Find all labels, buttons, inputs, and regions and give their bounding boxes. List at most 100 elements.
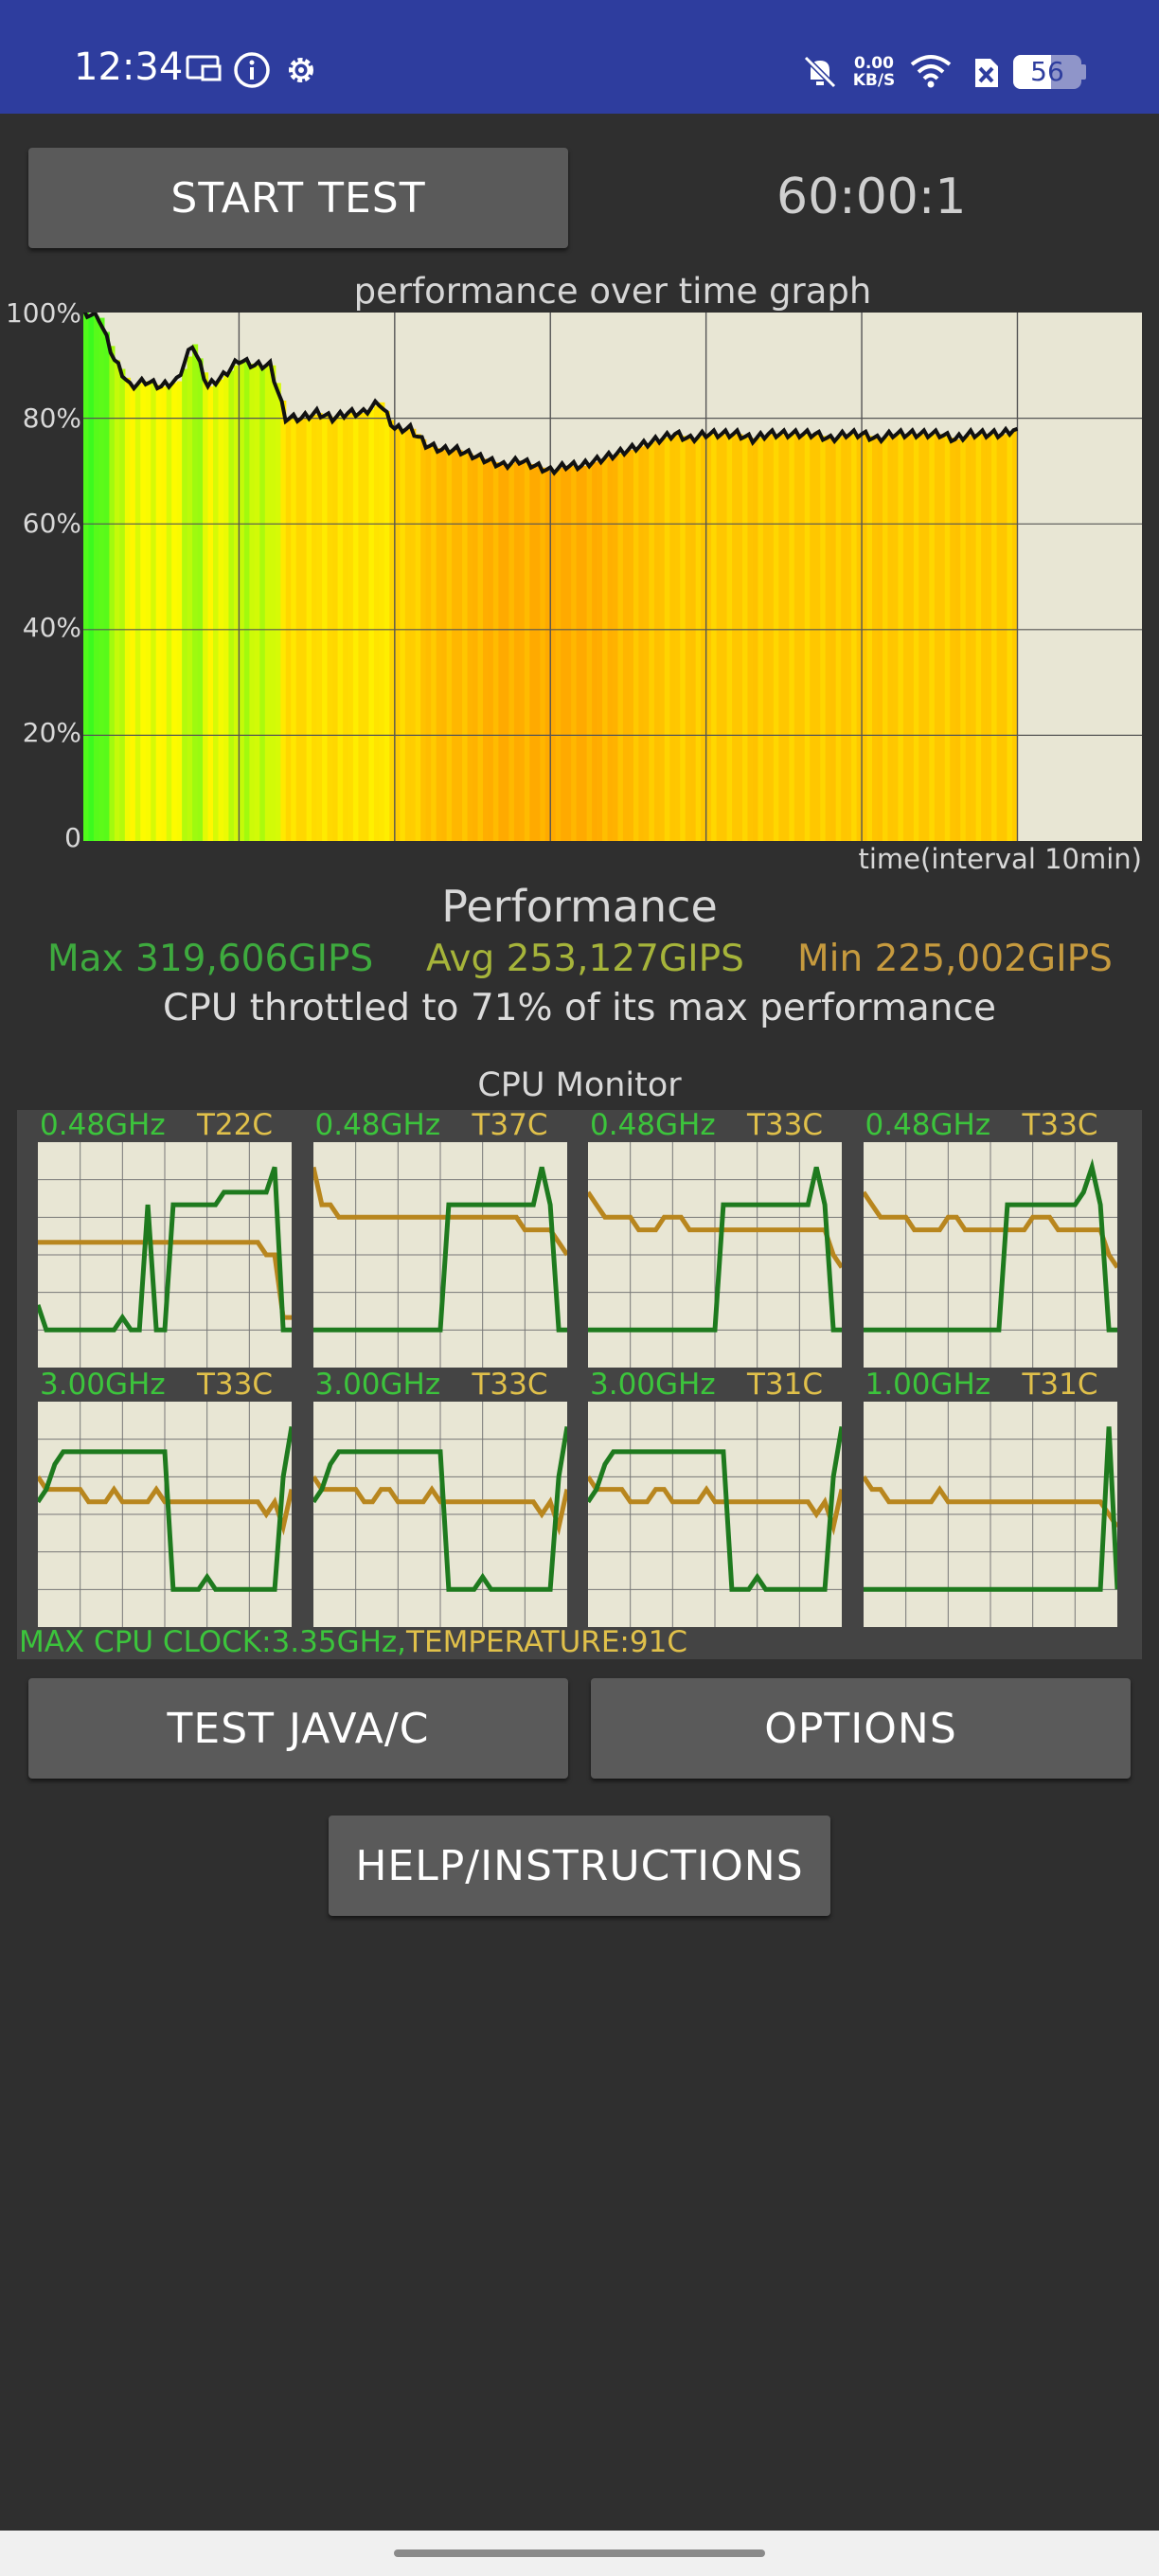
perf-avg: Avg 253,127GIPS xyxy=(426,938,744,980)
heat-bar xyxy=(114,360,120,841)
heat-bar xyxy=(773,434,779,841)
heat-bar xyxy=(576,465,582,841)
heat-bar xyxy=(918,434,925,841)
y-tick-0: 0 xyxy=(64,822,81,853)
heat-bar xyxy=(851,434,858,841)
core-7-frequency: 1.00GHz xyxy=(865,1368,991,1402)
heat-bar xyxy=(348,413,354,841)
heat-bar xyxy=(373,405,380,841)
heat-bar xyxy=(778,434,785,841)
heat-bar xyxy=(898,434,904,841)
settings-gear-icon xyxy=(289,58,313,82)
heat-bar xyxy=(892,434,900,841)
heat-bar xyxy=(555,469,562,841)
core-7-temperature: T31C xyxy=(1022,1368,1098,1402)
heat-bar xyxy=(638,446,645,841)
heat-bar xyxy=(513,462,520,841)
heat-bar xyxy=(540,467,546,841)
core-5-frequency-line xyxy=(312,1425,567,1592)
heat-bar xyxy=(597,460,603,841)
heat-bar xyxy=(954,438,961,841)
core-1-frequency-line xyxy=(312,1166,567,1333)
heat-bar xyxy=(462,451,469,841)
heat-bar xyxy=(404,428,411,841)
heat-bar xyxy=(456,450,463,841)
heat-bar xyxy=(88,313,95,841)
y-tick-60: 60% xyxy=(22,508,81,539)
sim-off-icon xyxy=(975,59,998,87)
heat-bar xyxy=(420,438,427,841)
core-1-temperature-line xyxy=(312,1166,567,1257)
heat-bar xyxy=(664,438,670,841)
heat-bar xyxy=(363,413,370,841)
heat-bar xyxy=(711,434,718,841)
options-button[interactable]: OPTIONS xyxy=(591,1678,1131,1779)
battery-icon: 56 xyxy=(1013,55,1081,89)
heat-bar xyxy=(929,434,936,841)
cpu-monitor-panel: 0.48GHz T22C 0.48GHz T37C 0.48GHz T33C 0.48GHz… xyxy=(17,1108,1142,1659)
heat-bar xyxy=(565,465,572,841)
heat-bar xyxy=(950,438,956,841)
cpu-monitor-title: CPU Monitor xyxy=(477,1066,682,1104)
heat-bar xyxy=(192,344,199,841)
heat-bar xyxy=(239,360,245,841)
heat-bar xyxy=(218,379,224,841)
core-2-temperature-line xyxy=(588,1190,842,1269)
core-3-frequency: 0.48GHz xyxy=(865,1108,991,1142)
heat-bar xyxy=(793,434,800,841)
heat-bar xyxy=(166,385,172,841)
heat-bar xyxy=(280,401,287,841)
graph-title: performance over time graph xyxy=(353,271,872,312)
heat-bar xyxy=(316,413,323,841)
heat-bar xyxy=(965,436,972,841)
heat-bar xyxy=(716,434,722,841)
heat-bar xyxy=(498,463,505,841)
heat-bar xyxy=(960,438,967,841)
heat-bar xyxy=(249,363,256,841)
help-instructions-button[interactable]: HELP/INSTRUCTIONS xyxy=(329,1816,830,1916)
max-temperature: TEMPERATURE:91C xyxy=(406,1625,687,1659)
heat-bar xyxy=(617,453,624,841)
y-tick-100: 100% xyxy=(5,297,81,329)
heat-bar xyxy=(337,416,344,841)
heat-bar xyxy=(622,451,630,841)
heat-bar xyxy=(368,409,375,841)
heat-bar xyxy=(814,434,821,841)
core-0-graph xyxy=(38,1142,292,1368)
heat-bar xyxy=(835,438,842,841)
heat-bar xyxy=(872,438,879,841)
heat-bar xyxy=(275,383,281,841)
heat-bar xyxy=(259,365,266,841)
heat-bar xyxy=(124,377,131,841)
heat-bar xyxy=(446,450,453,841)
heat-bar xyxy=(975,434,982,841)
core-4-temperature-line xyxy=(38,1475,292,1536)
heat-bar xyxy=(425,444,432,841)
heat-bar xyxy=(358,413,365,841)
start-test-button[interactable]: START TEST xyxy=(28,148,568,248)
heat-bar xyxy=(613,455,619,841)
heat-bar xyxy=(737,434,743,841)
heat-bar xyxy=(768,434,775,841)
y-tick-40: 40% xyxy=(22,612,81,643)
heat-bar xyxy=(415,434,421,841)
heat-bar xyxy=(394,428,401,841)
heat-bar xyxy=(473,455,479,841)
home-gesture-handle[interactable] xyxy=(394,2549,765,2557)
test-java-c-button[interactable]: TEST JAVA/C xyxy=(28,1678,568,1779)
core-4-frequency: 3.00GHz xyxy=(40,1368,166,1402)
heat-bar xyxy=(934,434,940,841)
heat-bar xyxy=(862,434,868,841)
heat-bar xyxy=(130,386,136,841)
core-1-frequency: 0.48GHz xyxy=(314,1108,441,1142)
heat-bar xyxy=(352,413,360,841)
heat-bar xyxy=(825,438,831,841)
heat-bar xyxy=(207,386,214,841)
heat-bar xyxy=(140,383,147,841)
core-7-frequency-line xyxy=(863,1426,1117,1592)
heat-bar xyxy=(602,458,609,841)
core-1-graph xyxy=(312,1142,567,1368)
heat-bar xyxy=(197,358,204,841)
heat-bar xyxy=(581,465,588,841)
heat-bar xyxy=(203,372,209,841)
